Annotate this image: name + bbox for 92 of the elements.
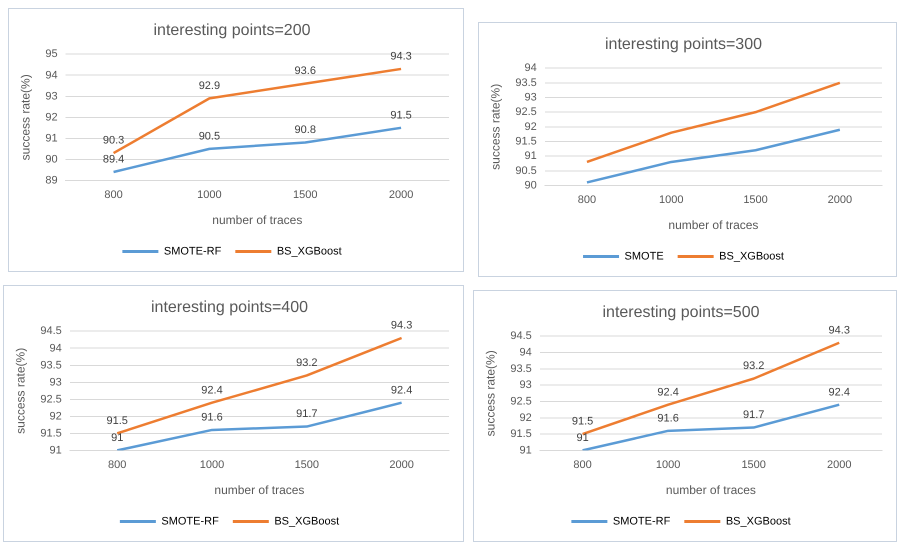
x-tick-label: 1500 xyxy=(292,189,318,202)
data-label: 91.6 xyxy=(201,411,223,424)
data-label: 91.6 xyxy=(657,412,679,424)
y-tick-label: 92.5 xyxy=(510,395,532,408)
data-label: 92.4 xyxy=(201,384,223,396)
y-tick-label: 93.5 xyxy=(510,362,532,375)
y-tick-label: 90 xyxy=(524,179,537,192)
y-tick-label: 94 xyxy=(50,342,62,354)
y-tick-label: 93.5 xyxy=(40,359,62,372)
data-label: 91.5 xyxy=(390,109,412,122)
x-axis-title: number of traces xyxy=(214,483,304,498)
x-axis-title: number of traces xyxy=(666,483,756,498)
x-tick-label: 2000 xyxy=(828,194,852,206)
legend-label: BS_XGBoost xyxy=(726,516,791,528)
x-tick-label: 1000 xyxy=(197,189,222,202)
y-axis-title: success rate(%) xyxy=(18,74,33,160)
y-tick-label: 94 xyxy=(45,69,58,82)
data-label: 90.5 xyxy=(198,130,220,142)
data-label: 94.3 xyxy=(828,324,850,336)
y-tick-label: 91 xyxy=(520,444,532,456)
legend-label: BS_XGBoost xyxy=(276,246,342,258)
data-label: 91.7 xyxy=(296,408,318,420)
x-tick-label: 1500 xyxy=(741,459,766,472)
y-tick-label: 92.5 xyxy=(40,393,62,406)
data-label: 92.4 xyxy=(657,386,679,398)
y-tick-label: 90 xyxy=(45,153,58,166)
data-label: 91 xyxy=(576,432,589,444)
data-label: 94.3 xyxy=(390,320,412,332)
y-tick-label: 91.5 xyxy=(510,428,532,440)
legend-label: SMOTE-RF xyxy=(161,516,220,528)
y-tick-label: 92.5 xyxy=(515,106,537,118)
data-label: 91 xyxy=(111,432,124,444)
y-tick-label: 93 xyxy=(50,376,62,388)
y-tick-label: 93 xyxy=(524,92,537,104)
x-tick-label: 800 xyxy=(104,189,123,202)
y-tick-label: 90.5 xyxy=(515,164,537,177)
data-label: 91.5 xyxy=(572,416,594,428)
data-label: 89.4 xyxy=(102,154,124,166)
y-tick-label: 92 xyxy=(45,111,58,124)
y-tick-label: 91 xyxy=(50,444,62,456)
data-label: 94.3 xyxy=(390,50,412,62)
x-tick-label: 2000 xyxy=(389,459,414,472)
data-label: 93.2 xyxy=(296,357,318,370)
y-tick-label: 92 xyxy=(50,410,62,422)
chart-title: interesting points=300 xyxy=(605,36,762,54)
y-tick-label: 91.5 xyxy=(40,427,62,440)
data-label: 92.4 xyxy=(390,384,412,396)
x-axis-title: number of traces xyxy=(212,213,302,228)
data-label: 90.3 xyxy=(102,134,124,147)
x-tick-label: 800 xyxy=(108,459,126,472)
x-tick-label: 2000 xyxy=(388,189,414,202)
data-label: 91.7 xyxy=(742,409,764,422)
y-tick-label: 94.5 xyxy=(40,325,62,338)
x-tick-label: 2000 xyxy=(826,459,852,472)
data-label: 93.6 xyxy=(294,65,316,78)
legend-label: BS_XGBoost xyxy=(274,516,340,528)
x-tick-label: 800 xyxy=(578,194,596,206)
y-tick-label: 94.5 xyxy=(510,330,532,342)
legend-label: BS_XGBoost xyxy=(719,250,784,263)
data-label: 93.2 xyxy=(742,360,764,372)
y-tick-label: 91 xyxy=(524,150,537,162)
y-tick-label: 93.5 xyxy=(515,76,537,89)
chart-title: interesting points=500 xyxy=(602,304,760,322)
y-axis-title: success rate(%) xyxy=(484,350,498,436)
data-label: 92.4 xyxy=(828,386,850,398)
data-label: 92.9 xyxy=(198,80,220,92)
legend-label: SMOTE-RF xyxy=(164,246,222,258)
y-tick-label: 92 xyxy=(520,412,532,424)
y-tick-label: 89 xyxy=(45,174,58,186)
chart-title: interesting points=400 xyxy=(151,299,308,316)
x-tick-label: 1500 xyxy=(294,459,320,472)
x-tick-label: 800 xyxy=(573,459,592,472)
y-tick-label: 93 xyxy=(520,379,532,392)
y-axis-title: success rate(%) xyxy=(14,348,28,434)
x-tick-label: 1000 xyxy=(200,459,224,472)
x-tick-label: 1000 xyxy=(656,459,680,472)
y-tick-label: 94 xyxy=(524,62,537,74)
y-tick-label: 94 xyxy=(520,346,532,359)
y-tick-label: 91 xyxy=(45,132,58,144)
chart-title: interesting points=200 xyxy=(154,22,311,40)
y-tick-label: 91.5 xyxy=(515,135,537,148)
y-axis-title: success rate(%) xyxy=(488,84,503,170)
x-tick-label: 1000 xyxy=(659,194,684,206)
y-tick-label: 95 xyxy=(45,48,58,60)
data-label: 90.8 xyxy=(294,124,316,136)
y-tick-label: 92 xyxy=(524,120,537,133)
data-label: 91.5 xyxy=(106,414,128,427)
y-tick-label: 93 xyxy=(45,90,58,102)
x-axis-title: number of traces xyxy=(668,218,758,232)
legend-label: SMOTE xyxy=(624,250,664,263)
x-tick-label: 1500 xyxy=(743,194,768,206)
legend-label: SMOTE-RF xyxy=(612,516,671,528)
